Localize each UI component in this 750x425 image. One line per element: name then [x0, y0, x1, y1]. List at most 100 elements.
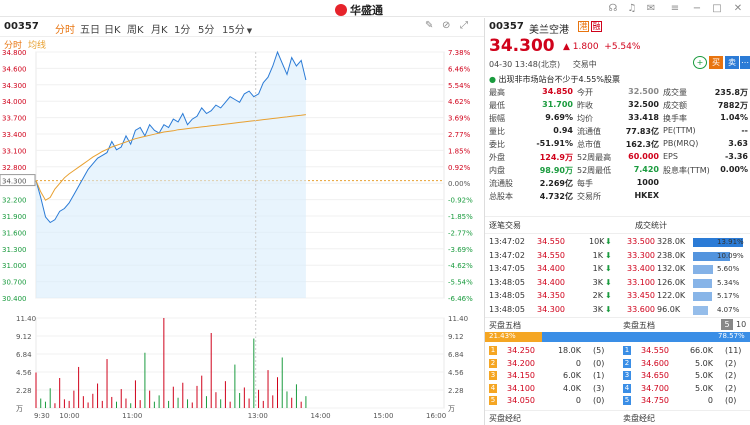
stat-value: 60.000: [628, 152, 659, 161]
trade-qty: 3K: [592, 304, 603, 314]
pct-tick-label: -5.54%: [448, 279, 473, 287]
chart-toolbar: 00357 分时 五日 日K 周K 月K 1分 5分 15分 ▼ ✎ ⊘ ⤢: [0, 18, 484, 37]
volume-tick-label-right: 6.84: [448, 351, 464, 359]
trade-time: 13:47:05: [489, 264, 525, 273]
intraday-chart[interactable]: 34.800 7.38% 34.600 6.46% 34.300 5.54% 34.000 4…: [0, 50, 484, 425]
buy-button[interactable]: 买: [709, 56, 723, 69]
price-tick-label: 31.000: [2, 262, 27, 270]
bid-price: 34.050: [507, 396, 535, 406]
price-tick-label: 33.700: [2, 115, 27, 123]
bid-count: (0): [593, 396, 605, 406]
pencil-icon[interactable]: ✎: [425, 20, 434, 31]
subtab-intraday[interactable]: 分时: [4, 41, 23, 51]
stat-value: 31.700: [542, 100, 573, 109]
price-change: ▲ 1.800 +5.54%: [563, 42, 640, 52]
dist-pct: 13.91%: [717, 238, 744, 246]
ask-ratio-bar: [542, 332, 750, 342]
tab-5min[interactable]: 5分: [198, 25, 215, 36]
maximize-icon[interactable]: □: [712, 3, 722, 14]
tab-1min[interactable]: 1分: [174, 25, 191, 36]
bid-price: 34.100: [507, 383, 535, 393]
stat-cell: 委比 -51.91%: [489, 139, 573, 152]
bell-icon[interactable]: ♫: [627, 3, 637, 14]
volume-tick-label: 6.84: [16, 351, 32, 359]
stat-value: 0.94: [553, 126, 573, 135]
ask-book-title: 卖盘五档: [623, 321, 655, 330]
stat-label: 量比: [489, 127, 505, 136]
stat-label: 52周最低: [577, 166, 612, 175]
ask-count: (11): [725, 346, 742, 355]
price-tick-label: 34.000: [2, 98, 27, 106]
dist-bar: [693, 238, 743, 247]
price-tick-label: 33.400: [2, 131, 27, 139]
bid-price: 34.150: [507, 371, 535, 381]
ask-qty: 5.0K: [695, 358, 713, 368]
dist-price: 33.400: [627, 264, 655, 273]
time-tick-label: 11:00: [122, 412, 142, 420]
stat-label: 交易所: [577, 192, 601, 201]
tab-five-day[interactable]: 五日: [80, 25, 100, 36]
subtab-average[interactable]: 均线: [28, 41, 47, 51]
stat-value: 2.269亿: [539, 179, 573, 188]
trades-tab[interactable]: 逐笔交易: [489, 221, 521, 230]
stat-label: 今开: [577, 88, 593, 97]
volume-tick-label: 11.40: [16, 315, 36, 323]
bid-count: (0): [593, 358, 605, 368]
stat-cell: 52周最高 60.000: [577, 152, 659, 165]
level-5-button[interactable]: 5: [721, 319, 733, 330]
bid-level-badge: 1: [489, 346, 497, 355]
minimize-icon[interactable]: −: [692, 3, 702, 14]
bid-price: 34.200: [507, 358, 535, 368]
stat-cell: 外盘 124.9万: [489, 152, 573, 165]
ask-count: (0): [725, 396, 737, 406]
volume-tick-label-right: 万: [448, 405, 455, 413]
dist-price: 33.300: [627, 250, 655, 260]
stat-value: -3.36: [724, 152, 748, 161]
add-icon[interactable]: +: [693, 56, 707, 69]
menu-icon[interactable]: ≡: [670, 3, 680, 14]
distribution-tab[interactable]: 成交统计: [635, 221, 667, 230]
arrow-down-icon: ⬇: [605, 304, 612, 314]
trade-qty: 10K: [589, 237, 605, 246]
bid-ratio-label: 21.43%: [489, 332, 516, 340]
volume-tick-label: 4.56: [16, 369, 32, 377]
bid-book-title: 买盘五档: [489, 321, 521, 330]
stat-cell: 总市值 162.3亿: [577, 139, 659, 152]
dist-volume: 96.0K: [657, 304, 681, 314]
dist-volume: 132.0K: [657, 264, 686, 273]
hide-icon[interactable]: ⊘: [442, 20, 451, 31]
stat-label: 外盘: [489, 153, 505, 162]
prev-close-box: [0, 174, 36, 187]
stat-label: 流通值: [577, 127, 601, 136]
bid-count: (5): [593, 346, 605, 355]
more-button[interactable]: ⋯: [740, 56, 750, 69]
tab-monthly-k[interactable]: 月K: [151, 25, 168, 36]
ask-qty: 5.0K: [695, 383, 713, 393]
trade-time: 13:47:02: [489, 250, 525, 260]
stat-label: 总市值: [577, 140, 601, 149]
stat-label: EPS: [663, 152, 678, 161]
chart-svg: 34.800 7.38% 34.600 6.46% 34.300 5.54% 34.000 4…: [0, 50, 473, 420]
stat-cell: 成交量 235.8万: [663, 87, 748, 100]
dist-bar: [693, 265, 713, 274]
bid-level-badge: 2: [489, 358, 497, 368]
close-icon[interactable]: ✕: [733, 3, 743, 14]
tab-15min-dropdown[interactable]: 15分 ▼: [222, 21, 252, 36]
time-tick-label: 16:00: [426, 412, 446, 420]
time-tick-label: 9:30: [34, 412, 50, 420]
expand-icon[interactable]: ⤢: [460, 20, 468, 31]
app-title: 华盛通: [350, 4, 383, 17]
level-10-button[interactable]: 10: [736, 320, 747, 329]
stat-value: 7882万: [717, 101, 748, 110]
bid-level-badge: 4: [489, 383, 497, 393]
time-tick-label: 10:00: [59, 412, 79, 420]
tab-weekly-k[interactable]: 周K: [127, 25, 144, 36]
stat-value: 162.3亿: [625, 140, 659, 149]
volume-tick-label: 2.28: [16, 387, 32, 395]
headset-icon[interactable]: ☊: [608, 3, 618, 14]
sell-button[interactable]: 卖: [725, 56, 739, 69]
mail-icon[interactable]: ✉: [646, 3, 656, 14]
stat-cell: 交易所 HKEX: [577, 191, 659, 204]
tab-daily-k[interactable]: 日K: [104, 25, 121, 36]
tab-intraday[interactable]: 分时: [55, 25, 75, 36]
